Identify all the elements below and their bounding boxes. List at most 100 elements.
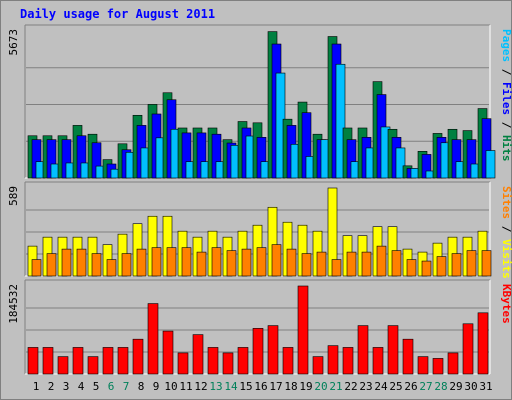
visits-panel-bar-sites-day-3 — [61, 248, 72, 277]
kbytes-panel-bar-kbytes-day-16 — [252, 328, 264, 375]
kbytes-panel-bar-kbytes-day-26 — [402, 338, 414, 375]
kbytes-panel-bar-kbytes-day-25 — [387, 325, 399, 375]
day-label-18: 18 — [284, 380, 297, 393]
day-label-3: 3 — [63, 380, 70, 393]
day-label-1: 1 — [33, 380, 40, 393]
kbytes-panel-max-label: 184532 — [7, 284, 20, 324]
day-label-16: 16 — [254, 380, 267, 393]
side-legend-part: Visits — [500, 239, 512, 279]
kbytes-panel-bar-kbytes-day-24 — [372, 347, 384, 375]
visits-panel-max-label: 589 — [7, 186, 20, 206]
day-label-7: 7 — [123, 380, 130, 393]
day-label-29: 29 — [449, 380, 462, 393]
visits-panel-bar-sites-day-24 — [376, 245, 387, 277]
side-legend-part: / — [500, 219, 512, 239]
day-label-5: 5 — [93, 380, 100, 393]
visits-panel: 589 Sites / Visits — [7, 181, 512, 279]
day-label-30: 30 — [464, 380, 477, 393]
kbytes-panel-bar-kbytes-day-21 — [327, 345, 339, 375]
kbytes-panel-bar-kbytes-day-20 — [312, 356, 324, 375]
kbytes-panel-bar-kbytes-day-1 — [27, 347, 39, 375]
kbytes-panel-bar-kbytes-day-9 — [147, 303, 159, 375]
hits-panel-bar-pages-day-25 — [395, 147, 406, 179]
visits-panel-bar-sites-day-13 — [211, 247, 222, 277]
visits-panel-bar-sites-day-5 — [91, 253, 102, 277]
kbytes-panel-side-legend: KBytes — [500, 284, 512, 324]
kbytes-panel: 184532 KBytes — [7, 279, 512, 375]
visits-panel-bar-sites-day-28 — [436, 256, 447, 277]
kbytes-panel-bar-kbytes-day-17 — [267, 325, 279, 375]
day-label-24: 24 — [374, 380, 388, 393]
day-label-31: 31 — [479, 380, 492, 393]
day-label-28: 28 — [434, 380, 447, 393]
visits-panel-bar-sites-day-29 — [451, 253, 462, 277]
side-legend-part: / — [500, 115, 512, 135]
day-axis-labels: 1 2 3 4 5 6 7 8 9 10 11 12 13 14 15 16 17 18 19 20 21 22 23 24 2… — [33, 380, 493, 393]
day-label-12: 12 — [194, 380, 207, 393]
day-label-4: 4 — [78, 380, 85, 393]
kbytes-panel-bar-kbytes-day-4 — [72, 347, 84, 375]
kbytes-panel-bar-kbytes-day-5 — [87, 356, 99, 375]
kbytes-panel-bar-kbytes-day-23 — [357, 325, 369, 375]
visits-panel-bar-sites-day-22 — [346, 251, 357, 277]
day-label-27: 27 — [419, 380, 432, 393]
kbytes-panel-bar-kbytes-day-8 — [132, 338, 144, 375]
kbytes-panel-bar-kbytes-day-7 — [117, 347, 129, 375]
day-label-19: 19 — [299, 380, 312, 393]
kbytes-panel-bar-kbytes-day-6 — [102, 347, 114, 375]
day-label-26: 26 — [404, 380, 417, 393]
side-legend-part: Hits — [500, 135, 512, 162]
day-label-25: 25 — [389, 380, 402, 393]
visits-panel-bar-sites-day-17 — [271, 244, 282, 277]
kbytes-panel-bar-kbytes-day-13 — [207, 347, 219, 375]
day-label-21: 21 — [329, 380, 342, 393]
day-label-17: 17 — [269, 380, 282, 393]
visits-panel-bar-sites-day-7 — [121, 253, 132, 277]
kbytes-panel-bar-kbytes-day-31 — [477, 312, 489, 375]
visits-panel-bar-sites-day-2 — [46, 253, 57, 277]
side-legend-part: Pages — [500, 29, 512, 62]
hits-panel-bar-pages-day-21 — [335, 63, 346, 179]
visits-panel-bar-sites-day-12 — [196, 251, 207, 277]
day-label-8: 8 — [138, 380, 145, 393]
day-label-23: 23 — [359, 380, 372, 393]
kbytes-panel-bar-kbytes-day-19 — [297, 285, 309, 375]
visits-panel-bar-sites-day-31 — [481, 250, 492, 277]
side-legend-part: / — [500, 62, 512, 82]
hits-panel-side-legend: Pages / Files / Hits — [500, 29, 512, 162]
visits-panel-bar-sites-day-15 — [241, 248, 252, 277]
side-legend-part: Sites — [500, 186, 512, 219]
day-label-20: 20 — [314, 380, 327, 393]
kbytes-panel-bar-kbytes-day-10 — [162, 330, 174, 375]
kbytes-panel-bar-kbytes-day-30 — [462, 323, 474, 375]
visits-panel-bar-sites-day-26 — [406, 259, 417, 277]
visits-panel-side-legend: Sites / Visits — [500, 186, 512, 279]
kbytes-panel-bar-kbytes-day-2 — [42, 347, 54, 375]
hits-panel: 5673 Pages / Files / Hits — [7, 24, 512, 179]
side-legend-part: KBytes — [500, 284, 512, 324]
day-label-9: 9 — [153, 380, 160, 393]
day-label-6: 6 — [108, 380, 115, 393]
visits-panel-bar-sites-day-30 — [466, 250, 477, 277]
visits-panel-bar-sites-day-6 — [106, 259, 117, 277]
kbytes-panel-bar-kbytes-day-15 — [237, 347, 249, 375]
day-label-10: 10 — [164, 380, 177, 393]
day-label-15: 15 — [239, 380, 252, 393]
kbytes-panel-bar-kbytes-day-12 — [192, 334, 204, 375]
visits-panel-bar-sites-day-18 — [286, 248, 297, 277]
kbytes-panel-bar-kbytes-day-18 — [282, 347, 294, 375]
hits-panel-bar-pages-day-31 — [485, 150, 496, 179]
side-legend-part: Files — [500, 82, 512, 115]
kbytes-panel-bar-kbytes-day-14 — [222, 352, 234, 375]
visits-panel-bar-sites-day-25 — [391, 250, 402, 277]
kbytes-panel-bar-kbytes-day-22 — [342, 347, 354, 375]
kbytes-panel-bar-kbytes-day-28 — [432, 358, 444, 375]
visits-panel-bar-sites-day-21 — [331, 259, 342, 277]
day-label-22: 22 — [344, 380, 357, 393]
visits-panel-bar-sites-day-9 — [151, 247, 162, 277]
visits-panel-bar-sites-day-11 — [181, 247, 192, 277]
day-label-2: 2 — [48, 380, 55, 393]
kbytes-panel-bar-kbytes-day-3 — [57, 356, 69, 375]
hits-panel-max-label: 5673 — [7, 29, 20, 56]
